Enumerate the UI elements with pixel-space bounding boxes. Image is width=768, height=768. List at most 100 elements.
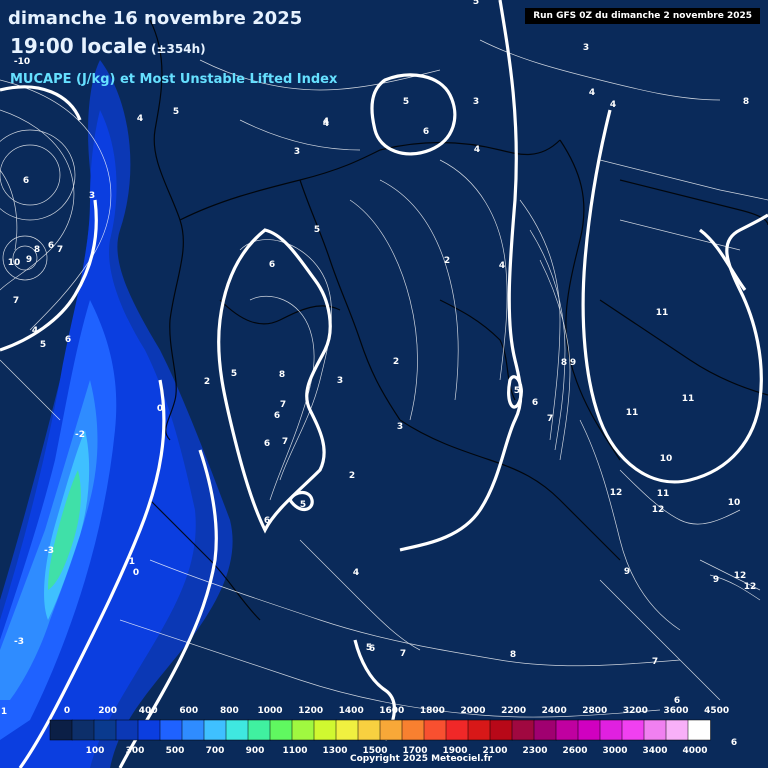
contour-label: 4 [32,326,38,336]
legend-top-label: 2000 [460,706,485,716]
contour-label: 8 [510,650,516,660]
legend-bottom-label: 3000 [602,746,627,756]
contour-label: -10 [14,57,30,67]
contour-label: 5 [473,0,479,7]
cape-shading [0,60,233,768]
legend-swatch [93,719,117,741]
legend-swatch [159,719,183,741]
contour-label: 12 [734,571,747,581]
legend-swatch [401,719,425,741]
contour-label: 9 [713,575,719,585]
legend-swatch [269,719,293,741]
forecast-date: dimanche 16 novembre 2025 [8,8,303,29]
contour-label: 4 [323,117,329,127]
contour-label: 12 [744,582,757,592]
contour-label: 4 [499,261,505,271]
legend-swatch [511,719,535,741]
legend-top-label: 3200 [623,706,648,716]
contour-label: 3 [473,97,479,107]
legend-swatch [49,719,73,741]
contour-label: 7 [282,437,288,447]
legend-swatch [555,719,579,741]
contour-label: 6 [532,398,538,408]
contour-label: 10 [728,498,741,508]
contour-label: 2 [349,471,355,481]
contour-label: 6 [731,738,737,748]
contour-label: 5 [40,340,46,350]
contour-label: 6 [369,644,375,654]
legend-swatch [71,719,95,741]
contour-label: 10 [660,454,673,464]
legend-top-label: 0 [64,706,70,716]
contour-label: 6 [23,176,29,186]
legend-swatch [335,719,359,741]
copyright: Copyright 2025 Meteociel.fr [350,754,493,764]
legend-swatch [665,719,689,741]
legend-top-label: 4500 [704,706,729,716]
legend-bottom-label: 500 [166,746,185,756]
legend-top-label: 1600 [379,706,404,716]
legend-top-label: 1400 [339,706,364,716]
legend-bottom-label: 900 [246,746,265,756]
contour-label: 9 [624,567,630,577]
legend-swatch [203,719,227,741]
contour-label: 4 [610,100,616,110]
contour-label: 6 [48,241,54,251]
contour-label: 8 [34,245,40,255]
legend-bottom-label: 3400 [642,746,667,756]
legend-swatch [225,719,249,741]
legend-swatch [181,719,205,741]
legend-swatch [291,719,315,741]
contour-label: 12 [610,488,623,498]
legend-bottom-label: 2300 [522,746,547,756]
contour-label: 1 [1,707,7,717]
legend-bottom-label: 1300 [322,746,347,756]
contour-label: 5 [403,97,409,107]
contour-label: 6 [264,439,270,449]
contour-label: 11 [626,408,639,418]
run-label: Run GFS 0Z du dimanche 2 novembre 2025 [525,8,760,24]
legend-swatch [357,719,381,741]
contour-label: -3 [14,637,24,647]
legend-top-label: 1800 [420,706,445,716]
contour-label: 5 [173,107,179,117]
contour-label: 3 [583,43,589,53]
legend-swatch [577,719,601,741]
contour-label: 8 [279,370,285,380]
field-title: MUCAPE (J/kg) et Most Unstable Lifted In… [10,72,338,87]
contour-label: 9 [570,358,576,368]
legend-top-label: 400 [139,706,158,716]
thin-isolines [0,39,768,718]
contour-label: 10 [8,258,21,268]
contour-label: 7 [652,657,658,667]
contour-label: 3 [89,191,95,201]
contour-label: 5 [300,500,306,510]
legend-bottom-label: 1900 [442,746,467,756]
legend-top-label: 600 [179,706,198,716]
contour-label: 7 [547,414,553,424]
contour-label: 6 [269,260,275,270]
contour-label: 4 [589,88,595,98]
legend-swatch [533,719,557,741]
contour-label: 4 [137,114,143,124]
legend-bottom-label: 2100 [482,746,507,756]
legend-swatch [423,719,447,741]
contour-label: 4 [353,568,359,578]
legend-bottom-label: 1500 [362,746,387,756]
contour-label: -1 [125,557,135,567]
legend-swatch [467,719,491,741]
legend-top-label: 1200 [298,706,323,716]
legend-swatch [621,719,645,741]
contour-label: 11 [657,489,670,499]
contour-label: 3 [294,147,300,157]
legend-swatch [247,719,271,741]
legend-swatch [379,719,403,741]
contour-label: 6 [65,335,71,345]
contour-label: 6 [674,696,680,706]
contour-label: 8 [561,358,567,368]
color-scale-legend: 0 200 400 600 800 1000 1200 1400 1600 1800 2000 220… [49,706,729,756]
contour-label: 5 [366,643,372,653]
legend-bottom-label: 700 [206,746,225,756]
legend-top-label: 200 [98,706,117,716]
